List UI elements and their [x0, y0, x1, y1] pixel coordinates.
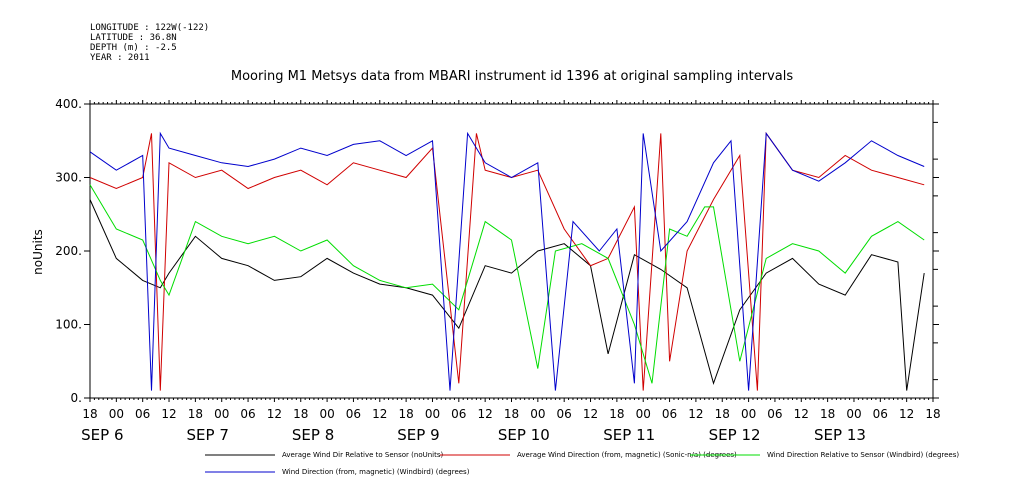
x-tick-label: 12 — [372, 407, 387, 421]
x-date-label: SEP 6 — [81, 426, 123, 444]
x-tick-label: 00 — [846, 407, 861, 421]
x-tick-label: 18 — [609, 407, 624, 421]
y-axis: 0. 100. 200. 300. 400. — [55, 97, 939, 405]
y-tick-label: 200. — [55, 244, 82, 258]
series-line-3 — [89, 184, 925, 384]
y-tick-label: 0. — [71, 391, 82, 405]
longitude-text: LONGITUDE : 122W(-122) — [90, 23, 209, 33]
x-tick-label: 18 — [925, 407, 940, 421]
x-tick-label: 06 — [240, 407, 255, 421]
x-tick-label: 18 — [820, 407, 835, 421]
x-tick-label: 06 — [662, 407, 677, 421]
depth-text: DEPTH (m) : -2.5 — [90, 43, 177, 53]
x-tick-label: 12 — [267, 407, 282, 421]
x-axis: 18 00 06 12 18 00 06 12 18 00 06 12 18 00 06 12 18 00 06 12… — [81, 100, 941, 444]
year-text: YEAR : 2011 — [90, 53, 150, 63]
x-date-label: SEP 13 — [814, 426, 866, 444]
x-date-label: SEP 9 — [397, 426, 439, 444]
x-date-label: SEP 7 — [187, 426, 229, 444]
x-tick-label: 18 — [398, 407, 413, 421]
x-tick-label: 12 — [794, 407, 809, 421]
x-tick-label: 12 — [688, 407, 703, 421]
x-tick-label: 18 — [504, 407, 519, 421]
series-line-1 — [89, 199, 925, 391]
legend: Average Wind Dir Relative to Sensor (noU… — [205, 451, 959, 476]
x-tick-label: 00 — [109, 407, 124, 421]
y-axis-label: noUnits — [31, 229, 45, 275]
x-tick-label: 00 — [425, 407, 440, 421]
series-line-4 — [89, 131, 925, 391]
x-tick-label: 12 — [161, 407, 176, 421]
x-date-label: SEP 12 — [709, 426, 761, 444]
x-date-label: SEP 10 — [498, 426, 550, 444]
plot-border — [89, 103, 934, 399]
x-tick-label: 00 — [214, 407, 229, 421]
x-tick-label: 06 — [451, 407, 466, 421]
series-line-2 — [89, 131, 925, 391]
x-tick-label: 18 — [82, 407, 97, 421]
latitude-text: LATITUDE : 36.8N — [90, 33, 177, 43]
y-tick-label: 400. — [55, 97, 82, 111]
legend-label-1: Average Wind Dir Relative to Sensor (noU… — [282, 451, 443, 459]
x-tick-label: 00 — [636, 407, 651, 421]
x-tick-label: 06 — [557, 407, 572, 421]
legend-label-2: Average Wind Direction (from, magnetic) … — [517, 451, 737, 459]
x-tick-label: 00 — [530, 407, 545, 421]
x-tick-label: 12 — [583, 407, 598, 421]
x-tick-label: 18 — [715, 407, 730, 421]
x-tick-label: 06 — [135, 407, 150, 421]
x-tick-label: 18 — [293, 407, 308, 421]
y-tick-label: 300. — [55, 171, 82, 185]
y-tick-label: 100. — [55, 318, 82, 332]
x-tick-label: 06 — [873, 407, 888, 421]
legend-label-4: Wind Direction (from, magnetic) (Windbir… — [282, 468, 470, 476]
series-layer — [89, 131, 925, 391]
x-tick-label: 06 — [767, 407, 782, 421]
x-tick-label: 18 — [188, 407, 203, 421]
legend-label-3: Wind Direction Relative to Sensor (Windb… — [767, 451, 959, 459]
x-tick-label: 06 — [346, 407, 361, 421]
chart-title: Mooring M1 Metsys data from MBARI instru… — [231, 69, 793, 84]
x-tick-label: 00 — [741, 407, 756, 421]
x-tick-label: 12 — [899, 407, 914, 421]
x-tick-label: 00 — [319, 407, 334, 421]
plot-frame — [89, 103, 934, 399]
x-tick-label: 12 — [478, 407, 493, 421]
x-date-label: SEP 11 — [603, 426, 655, 444]
x-date-label: SEP 8 — [292, 426, 334, 444]
